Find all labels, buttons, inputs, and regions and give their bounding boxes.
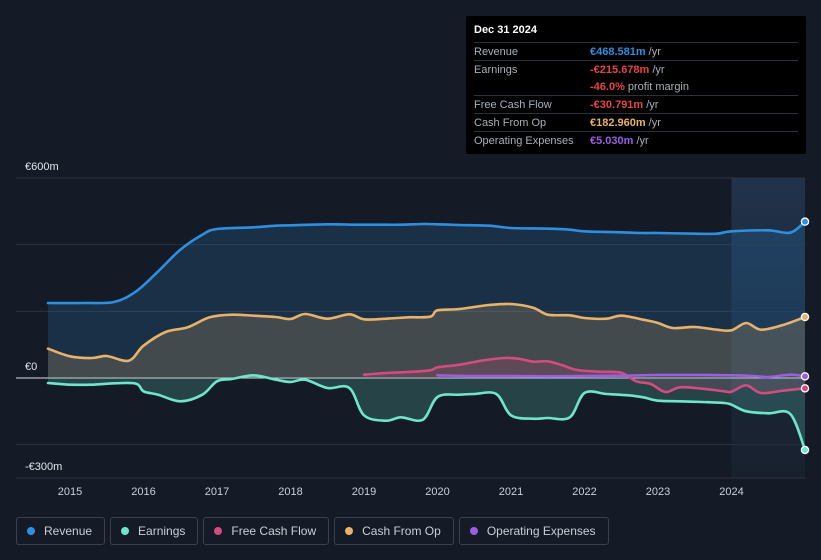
x-tick-label: 2016 (131, 486, 155, 498)
x-tick-label: 2022 (572, 486, 596, 498)
data-tooltip: Dec 31 2024 Revenue €468.581m /yr Earnin… (466, 16, 806, 154)
legend-dot-icon (469, 527, 478, 535)
tooltip-row-profit-margin: -46.0% profit margin (474, 78, 798, 95)
legend-revenue[interactable]: Revenue (16, 517, 106, 545)
x-tick-label: 2020 (425, 486, 449, 498)
legend-label: Cash From Op (362, 524, 441, 538)
y-tick-label: €0 (25, 361, 37, 373)
free_cash_flow-end-marker (800, 384, 810, 393)
legend-label: Free Cash Flow (231, 524, 317, 538)
x-tick-label: 2024 (719, 486, 743, 498)
x-tick-label: 2019 (352, 486, 376, 498)
operating_expenses-line (436, 373, 807, 379)
tooltip-unit: /yr (652, 63, 665, 76)
tooltip-row-operating-expenses: Operating Expenses €5.030m /yr (474, 131, 798, 149)
tooltip-value: €182.960m (590, 116, 646, 129)
tooltip-unit: /yr (646, 98, 659, 111)
tooltip-row-earnings: Earnings -€215.678m /yr (474, 60, 798, 78)
y-tick-label: -€300m (25, 461, 62, 473)
legend-label: Earnings (138, 524, 186, 538)
x-tick-label: 2015 (58, 486, 82, 498)
tooltip-value: -46.0% (590, 80, 625, 93)
chart-legend: Revenue Earnings Free Cash Flow Cash Fro… (16, 517, 609, 545)
tooltip-row-free-cash-flow: Free Cash Flow -€30.791m /yr (474, 95, 798, 113)
tooltip-value: -€30.791m (590, 98, 644, 111)
legend-dot-icon (345, 527, 354, 535)
operating_expenses-end-marker (800, 372, 810, 381)
free_cash_flow-line (362, 356, 807, 395)
cash_from_op-line (46, 302, 807, 363)
legend-dot-icon (121, 527, 130, 535)
revenue-area (48, 221, 805, 378)
legend-dot-icon (27, 527, 35, 535)
x-tick-label: 2017 (205, 486, 229, 498)
tooltip-label: Free Cash Flow (474, 98, 552, 111)
tooltip-label: Cash From Op (474, 116, 547, 129)
tooltip-row-cash-from-op: Cash From Op €182.960m /yr (474, 113, 798, 131)
tooltip-row-revenue: Revenue €468.581m /yr (474, 42, 798, 60)
tooltip-label: Revenue (474, 45, 519, 58)
tooltip-date: Dec 31 2024 (474, 24, 537, 36)
earnings-end-marker (800, 445, 810, 455)
legend-operating-expenses[interactable]: Operating Expenses (458, 517, 609, 545)
tooltip-unit: /yr (648, 45, 661, 58)
tooltip-value: €5.030m (590, 134, 634, 147)
revenue-line (46, 220, 807, 305)
tooltip-unit: /yr (636, 134, 649, 147)
tooltip-unit: /yr (648, 116, 661, 129)
revenue-end-marker (800, 217, 810, 226)
legend-free-cash-flow[interactable]: Free Cash Flow (203, 517, 330, 545)
x-tick-label: 2018 (278, 486, 302, 498)
x-tick-label: 2023 (646, 486, 670, 498)
tooltip-value: €468.581m (590, 45, 646, 58)
cash_from_op-end-marker (800, 312, 810, 322)
tooltip-label: Earnings (474, 63, 518, 76)
legend-dot-icon (214, 527, 223, 535)
legend-label: Revenue (44, 524, 93, 538)
tooltip-value: -€215.678m (590, 63, 650, 76)
y-tick-label: €600m (25, 161, 59, 173)
x-tick-label: 2021 (499, 486, 523, 498)
earnings-line (46, 373, 807, 452)
tooltip-label: Operating Expenses (474, 134, 574, 147)
legend-label: Operating Expenses (486, 524, 596, 538)
cash_from_op-area (48, 303, 805, 378)
tooltip-unit: profit margin (627, 80, 689, 93)
legend-cash-from-op[interactable]: Cash From Op (334, 517, 454, 545)
legend-earnings[interactable]: Earnings (110, 517, 199, 545)
